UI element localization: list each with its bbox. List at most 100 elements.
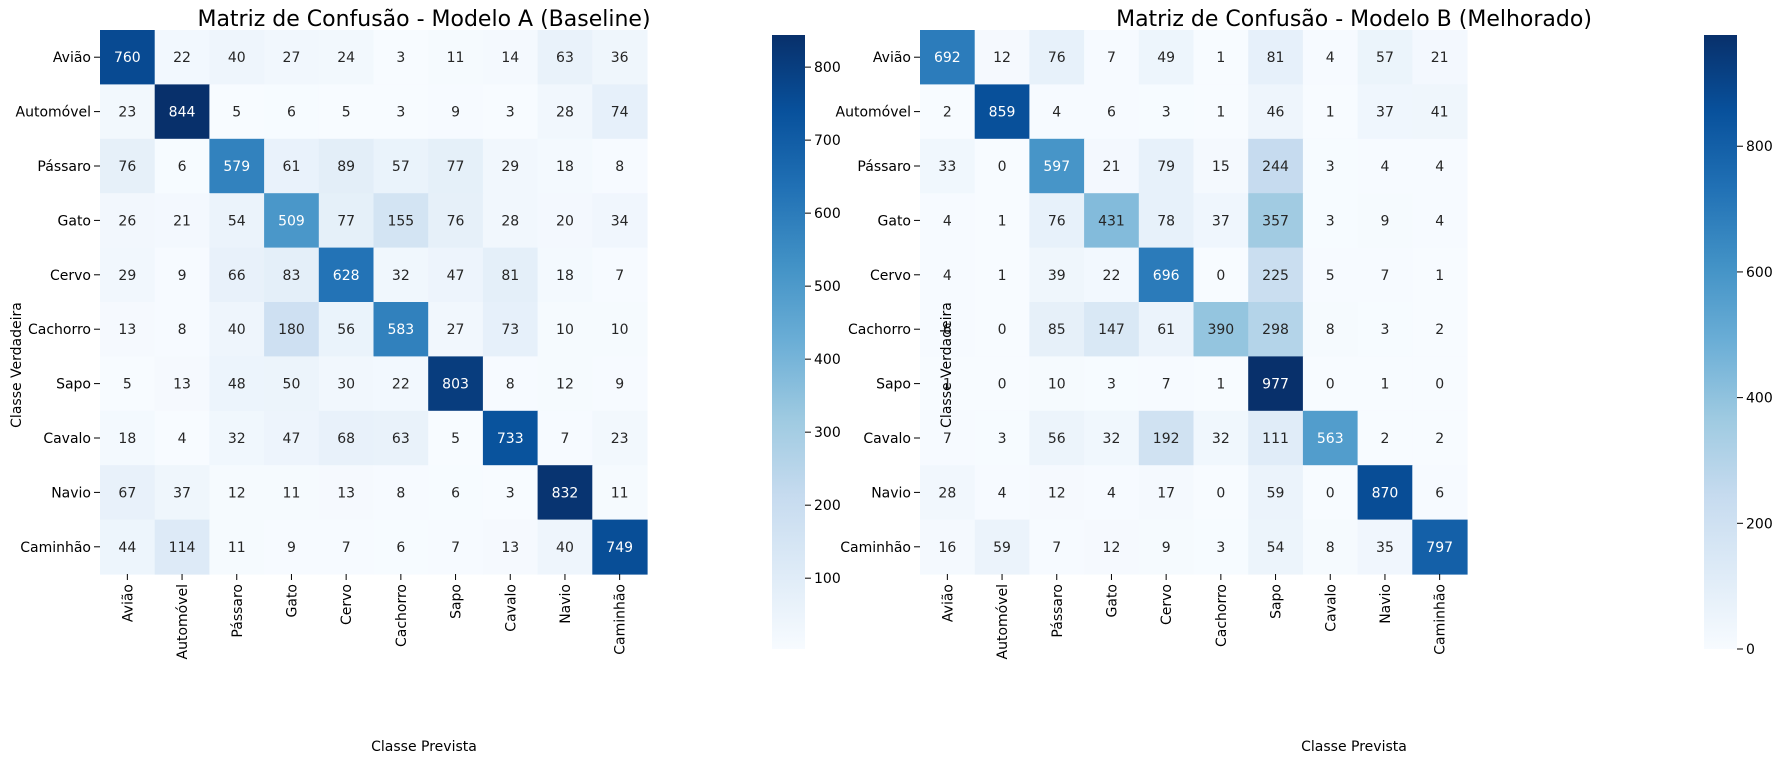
cell-value-label: 32 xyxy=(1103,431,1121,447)
heatmap-cell xyxy=(318,30,375,85)
heatmap-cell xyxy=(100,84,156,140)
heatmap-cell xyxy=(592,519,648,575)
y-tick-label: Pássaro xyxy=(857,159,911,175)
x-tick-label: Navio xyxy=(1378,584,1394,624)
cell-value-label: 37 xyxy=(1376,105,1394,121)
x-tick-label: Avião xyxy=(940,584,956,622)
cell-value-label: 3 xyxy=(998,431,1007,447)
heatmap-cell xyxy=(537,465,593,521)
cell-value-label: 18 xyxy=(118,431,136,447)
heatmap-cell xyxy=(1302,302,1359,357)
heatmap-cell xyxy=(482,519,539,575)
cell-value-label: 79 xyxy=(1157,159,1175,175)
cell-value-label: 11 xyxy=(611,485,629,501)
cell-value-label: 56 xyxy=(337,322,355,338)
heatmap-cell xyxy=(1302,356,1359,412)
cell-value-label: 8 xyxy=(615,159,624,175)
heatmap-cell xyxy=(974,193,1030,249)
y-tick-label: Pássaro xyxy=(37,159,91,175)
heatmap-cell xyxy=(154,84,210,140)
cell-value-label: 40 xyxy=(228,322,246,338)
cell-value-label: 0 xyxy=(998,159,1007,175)
cell-value-label: 20 xyxy=(556,213,574,229)
cell-value-label: 692 xyxy=(934,50,961,66)
y-tick-label: Avião xyxy=(873,50,911,66)
cell-value-label: 73 xyxy=(501,322,519,338)
heatmap-cell xyxy=(1357,410,1413,466)
cell-value-label: 27 xyxy=(283,50,301,66)
heatmap-cell xyxy=(1193,84,1249,140)
cell-value-label: 5 xyxy=(342,105,351,121)
heatmap-cell xyxy=(1248,247,1304,303)
cell-value-label: 27 xyxy=(447,322,465,338)
cell-value-label: 59 xyxy=(1267,485,1285,501)
y-tick-label: Automóvel xyxy=(836,105,912,121)
x-tick-label: Gato xyxy=(284,584,300,617)
cell-value-label: 32 xyxy=(228,431,246,447)
cell-value-label: 68 xyxy=(337,431,355,447)
heatmap-cell xyxy=(1412,247,1468,303)
cell-value-label: 47 xyxy=(283,431,301,447)
heatmap-cell xyxy=(1357,465,1413,521)
y-tick-label: Cachorro xyxy=(848,322,911,338)
heatmap-cell xyxy=(1029,356,1085,412)
heatmap-cell xyxy=(428,519,484,575)
y-tick-label: Gato xyxy=(878,213,911,229)
heatmap-cell xyxy=(154,247,210,303)
heatmap-cell xyxy=(1029,84,1085,140)
colorbar-gradient-a xyxy=(772,35,805,649)
colorbar-a: 100 200 300 400 500 600 700 800 xyxy=(772,35,841,649)
heatmap-cell xyxy=(537,519,593,575)
y-tick-label: Sapo xyxy=(876,377,911,393)
cell-value-label: 2 xyxy=(1380,431,1389,447)
heatmap-cell xyxy=(537,356,593,412)
y-tick-labels-a: Avião Automóvel Pássaro Gato Cervo Cachorro Sa… xyxy=(16,50,100,556)
heatmap-cell xyxy=(1193,519,1249,575)
cell-value-label: 12 xyxy=(1103,540,1121,556)
x-tick-label: Caminhão xyxy=(613,584,629,655)
cell-value-label: 7 xyxy=(342,540,351,556)
heatmap-cell xyxy=(1084,84,1140,140)
heatmap-cell xyxy=(1138,519,1195,575)
cell-value-label: 749 xyxy=(606,540,633,556)
heatmap-cell xyxy=(1302,465,1359,521)
heatmap-cell xyxy=(1302,410,1359,466)
heatmap-cell xyxy=(920,356,976,412)
heatmap-cell xyxy=(264,519,320,575)
cell-value-label: 12 xyxy=(556,377,574,393)
y-tick-label: Gato xyxy=(58,213,91,229)
cell-value-label: 3 xyxy=(1380,322,1389,338)
heatmap-cell xyxy=(1412,302,1468,357)
heatmap-cell xyxy=(209,465,265,521)
x-tick-label: Avião xyxy=(120,584,136,622)
heatmap-cell xyxy=(264,30,320,85)
cell-value-label: 11 xyxy=(228,540,246,556)
colorbar-ticks-b: 0 200 400 600 800 xyxy=(1737,139,1773,658)
heatmap-cell xyxy=(1302,84,1359,140)
heatmap-cell xyxy=(154,465,210,521)
heatmap-cell xyxy=(264,410,320,466)
cell-value-label: 10 xyxy=(611,322,629,338)
heatmap-cell xyxy=(1084,138,1140,194)
cell-value-label: 583 xyxy=(387,322,414,338)
x-tick-labels-a: Avião Automóvel Pássaro Gato Cervo Cachorro Sa… xyxy=(120,574,629,660)
cell-value-label: 9 xyxy=(615,377,624,393)
heatmap-cell xyxy=(209,356,265,412)
heatmap-cell xyxy=(100,302,156,357)
colorbar-tick-label: 400 xyxy=(814,352,841,368)
y-tick-label: Caminhão xyxy=(20,540,91,556)
x-tick-label: Caminhão xyxy=(1433,584,1449,655)
heatmap-cell xyxy=(537,247,593,303)
heatmap-cell xyxy=(373,302,429,357)
heatmap-cell xyxy=(209,193,265,249)
heatmap-cell xyxy=(1029,519,1085,575)
heatmap-cell xyxy=(154,410,210,466)
heatmap-cell xyxy=(1138,193,1195,249)
heatmap-cell xyxy=(1248,193,1304,249)
heatmap-cell xyxy=(1248,84,1304,140)
y-tick-label: Cervo xyxy=(50,268,91,284)
x-axis-label-b: Classe Prevista xyxy=(1301,739,1407,755)
heatmap-cell xyxy=(1193,138,1249,194)
heatmap-cell xyxy=(100,30,156,85)
heatmap-cell xyxy=(1357,302,1413,357)
